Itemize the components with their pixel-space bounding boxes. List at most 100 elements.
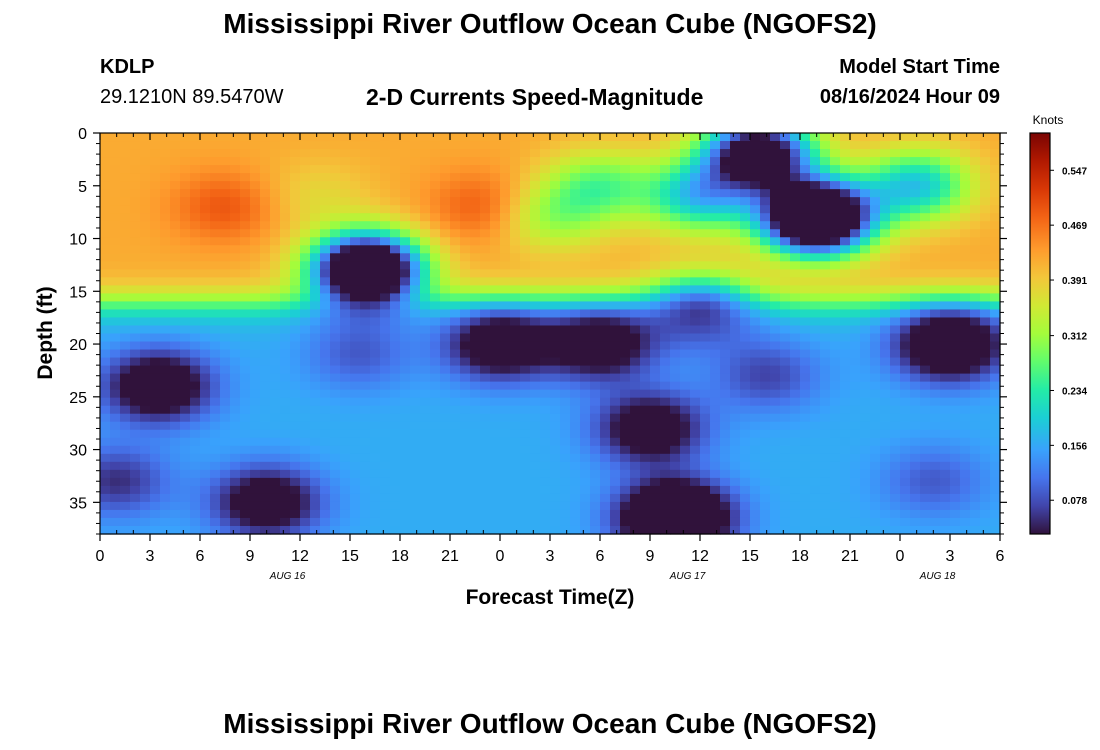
heatmap-cell	[470, 469, 481, 479]
heatmap-cell	[340, 421, 351, 431]
heatmap-cell	[640, 373, 651, 383]
heatmap-cell	[800, 461, 811, 471]
heatmap-cell	[910, 157, 921, 166]
heatmap-cell	[780, 509, 791, 519]
heatmap-cell	[150, 445, 161, 455]
heatmap-cell	[410, 213, 421, 222]
heatmap-cell	[920, 165, 931, 174]
heatmap-cell	[750, 237, 761, 246]
heatmap-cell	[890, 341, 901, 351]
heatmap-cell	[590, 181, 601, 190]
heatmap-cell	[680, 173, 691, 182]
heatmap-cell	[520, 373, 531, 383]
heatmap-cell	[740, 221, 751, 230]
heatmap-cell	[570, 413, 581, 423]
heatmap-cell	[970, 421, 981, 431]
heatmap-cell	[650, 525, 661, 535]
heatmap-cell	[780, 149, 791, 158]
heatmap-cell	[970, 309, 981, 319]
heatmap-cell	[490, 445, 501, 455]
heatmap-cell	[330, 493, 341, 503]
heatmap-cell	[390, 189, 401, 198]
heatmap-cell	[480, 237, 491, 246]
heatmap-cell	[640, 237, 651, 246]
heatmap-cell	[440, 341, 451, 351]
heatmap-cell	[140, 333, 151, 343]
heatmap-cell	[850, 325, 861, 335]
heatmap-cell	[620, 317, 631, 327]
heatmap-cell	[720, 405, 731, 415]
heatmap-cell	[440, 525, 451, 535]
heatmap-cell	[880, 389, 891, 399]
heatmap-cell	[380, 437, 391, 447]
heatmap-cell	[720, 333, 731, 343]
heatmap-cell	[130, 445, 141, 455]
heatmap-cell	[600, 509, 611, 519]
heatmap-cell	[730, 373, 741, 383]
heatmap-cell	[530, 141, 541, 150]
heatmap-cell	[610, 397, 621, 407]
heatmap-cell	[710, 461, 721, 471]
heatmap-cell	[470, 317, 481, 327]
heatmap-cell	[760, 309, 771, 319]
heatmap-cell	[180, 381, 191, 391]
heatmap-cell	[710, 197, 721, 206]
heatmap-cell	[800, 269, 811, 278]
heatmap-cell	[580, 173, 591, 182]
heatmap-cell	[930, 317, 941, 327]
model-start-label: Model Start Time	[839, 56, 1000, 78]
heatmap-cell	[270, 285, 281, 294]
heatmap-cell	[280, 301, 291, 311]
heatmap-cell	[780, 421, 791, 431]
heatmap-cell	[110, 453, 121, 463]
heatmap-cell	[410, 525, 421, 535]
heatmap-cell	[830, 309, 841, 319]
heatmap-cell	[840, 237, 851, 246]
heatmap-cell	[890, 325, 901, 335]
heatmap-cell	[710, 429, 721, 439]
heatmap-cell	[410, 453, 421, 463]
heatmap-cell	[520, 245, 531, 254]
heatmap-cell	[820, 421, 831, 431]
heatmap-cell	[600, 317, 611, 327]
heatmap-cell	[840, 157, 851, 166]
heatmap-cell	[590, 517, 601, 527]
heatmap-cell	[320, 413, 331, 423]
heatmap-cell	[180, 525, 191, 535]
heatmap-cell	[450, 517, 461, 527]
heatmap-cell	[370, 277, 381, 286]
heatmap-cell	[100, 173, 111, 182]
heatmap-cell	[260, 445, 271, 455]
heatmap-cell	[240, 525, 251, 535]
heatmap-cell	[560, 149, 571, 158]
heatmap-cell	[730, 197, 741, 206]
heatmap-cell	[850, 205, 861, 214]
heatmap-cell	[310, 445, 321, 455]
heatmap-cell	[440, 253, 451, 262]
heatmap-cell	[180, 285, 191, 294]
heatmap-cell	[510, 501, 521, 511]
heatmap-cell	[530, 421, 541, 431]
heatmap-cell	[610, 477, 621, 487]
heatmap-cell	[900, 469, 911, 479]
heatmap-cell	[620, 365, 631, 375]
heatmap-cell	[650, 333, 661, 343]
heatmap-cell	[530, 221, 541, 230]
heatmap-cell	[690, 141, 701, 150]
heatmap-cell	[880, 165, 891, 174]
heatmap-cell	[610, 197, 621, 206]
heatmap-cell	[640, 365, 651, 375]
heatmap-cell	[360, 149, 371, 158]
heatmap-cell	[790, 213, 801, 222]
heatmap-cell	[850, 373, 861, 383]
heatmap-cell	[950, 341, 961, 351]
heatmap-cell	[710, 261, 721, 270]
heatmap-cell	[810, 357, 821, 367]
heatmap-cell	[140, 261, 151, 270]
heatmap-cell	[930, 341, 941, 351]
heatmap-cell	[390, 493, 401, 503]
heatmap-cell	[560, 517, 571, 527]
heatmap-cell	[180, 429, 191, 439]
heatmap-cell	[250, 333, 261, 343]
heatmap-cell	[990, 525, 1001, 535]
